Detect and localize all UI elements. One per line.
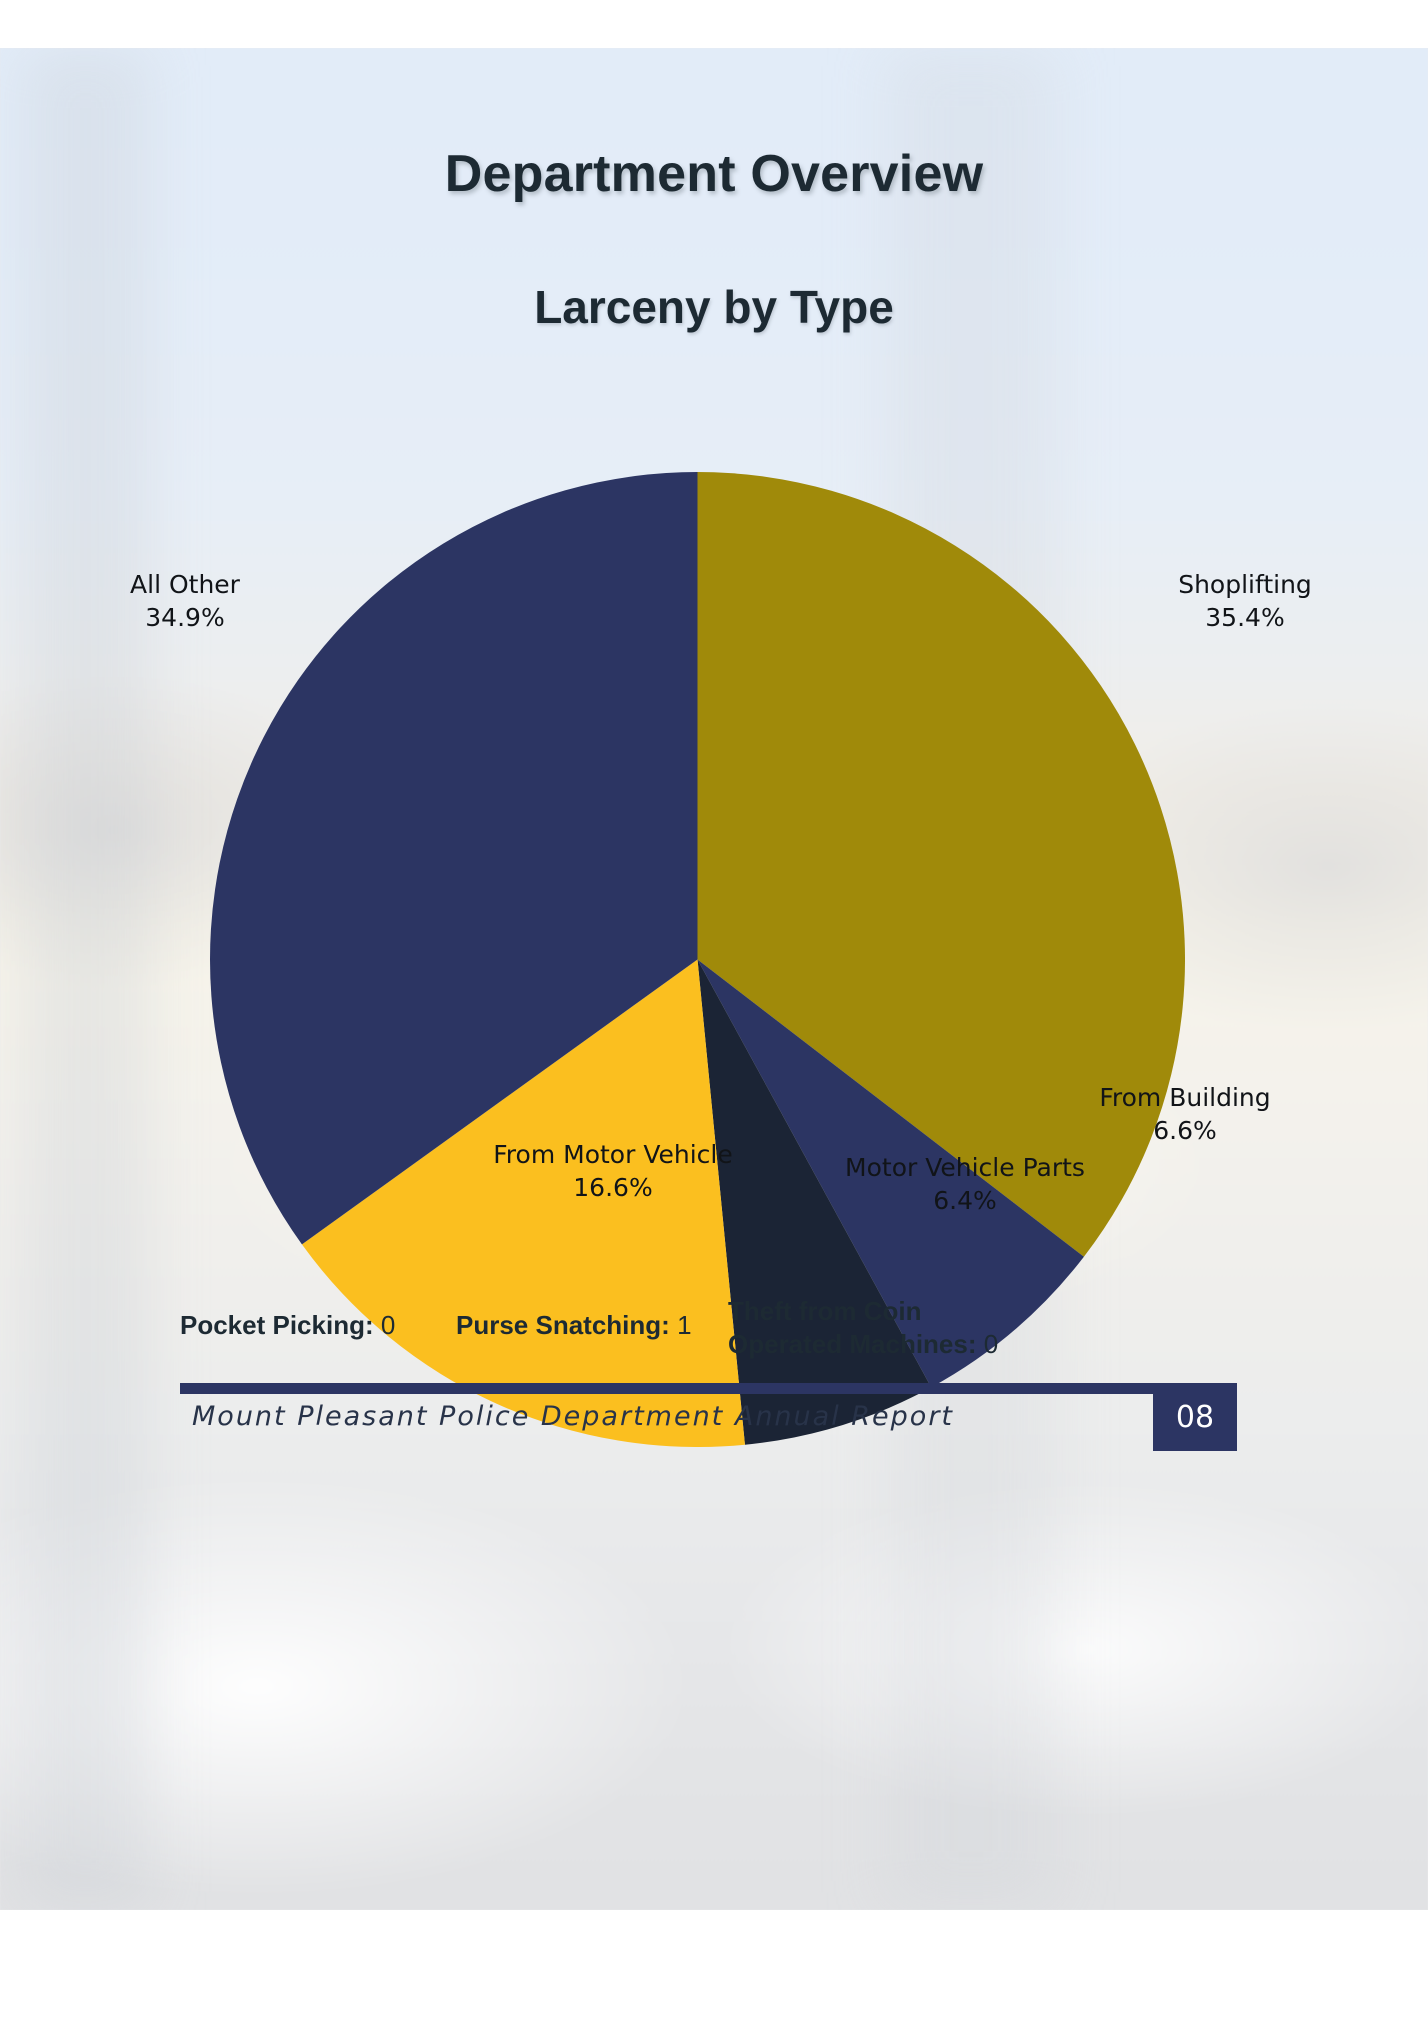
page-title: Department Overview <box>444 145 984 203</box>
supplemental-stats: Pocket Picking: 0 Purse Snatching: 1 The… <box>180 1295 1260 1375</box>
page-footer: Mount Pleasant Police Department Annual … <box>180 1383 1237 1453</box>
pie-label-from-building: From Building 6.6% <box>1040 1081 1330 1148</box>
page-number-badge: 08 <box>1153 1383 1237 1451</box>
pie-slice-all-other <box>210 472 698 1245</box>
pie-label-from-building-name: From Building <box>1099 1083 1271 1112</box>
pie-slice-motor-vehicle-parts <box>697 959 932 1445</box>
pie-label-all-other: All Other 34.9% <box>40 568 330 635</box>
pie-label-motor-vehicle-parts-name: Motor Vehicle Parts <box>845 1153 1085 1182</box>
pie-slice-group <box>210 472 1185 1447</box>
pie-label-from-building-pct: 6.6% <box>1153 1116 1217 1146</box>
stat-coin-machines-label-line2: Operated Machines: <box>728 1329 977 1360</box>
pie-slice-from-building <box>697 959 1084 1388</box>
pie-label-motor-vehicle-parts-pct: 6.4% <box>933 1186 997 1216</box>
pie-label-motor-vehicle-parts: Motor Vehicle Parts 6.4% <box>820 1151 1110 1218</box>
pie-label-from-motor-vehicle-name: From Motor Vehicle <box>493 1140 733 1169</box>
stat-purse-snatching: Purse Snatching: 1 <box>456 1309 692 1342</box>
stat-coin-machines-label-line1: Theft from Coin <box>728 1296 922 1326</box>
footer-text: Mount Pleasant Police Department Annual … <box>192 1401 955 1432</box>
footer-rule <box>180 1383 1237 1394</box>
chart-title: Larceny by Type <box>534 281 894 333</box>
pie-label-from-motor-vehicle-pct: 16.6% <box>573 1173 653 1203</box>
pie-slice-from-motor-vehicle <box>301 959 745 1447</box>
report-page: Department Overview Larceny by Type All … <box>0 48 1428 1910</box>
pie-label-shoplifting: Shoplifting 35.4% <box>1100 568 1390 635</box>
stat-pocket-picking-label: Pocket Picking: <box>180 1310 374 1340</box>
stat-pocket-picking-value: 0 <box>380 1310 396 1340</box>
stat-coin-machines-value: 0 <box>983 1329 999 1360</box>
stat-pocket-picking: Pocket Picking: 0 <box>180 1309 395 1342</box>
pie-chart-svg <box>210 472 1185 1447</box>
pie-label-shoplifting-pct: 35.4% <box>1205 603 1285 633</box>
pie-label-from-motor-vehicle: From Motor Vehicle 16.6% <box>468 1138 758 1205</box>
stat-purse-snatching-value: 1 <box>677 1310 692 1340</box>
stat-purse-snatching-label: Purse Snatching: <box>456 1310 670 1340</box>
pie-slice-shoplifting <box>697 472 1185 1257</box>
stat-coin-operated-machines: Theft from Coin Operated Machines: 0 <box>728 1295 1058 1362</box>
pie-chart <box>210 472 1185 1447</box>
pie-label-all-other-name: All Other <box>130 570 240 599</box>
pie-label-shoplifting-name: Shoplifting <box>1178 570 1312 599</box>
pie-label-all-other-pct: 34.9% <box>145 603 225 633</box>
